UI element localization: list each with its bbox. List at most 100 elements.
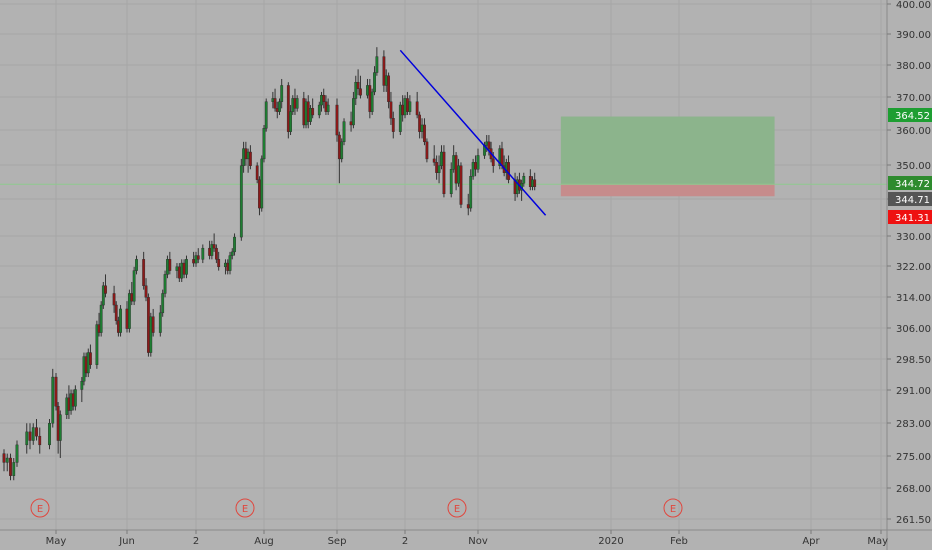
candle — [166, 255, 169, 279]
position-zones[interactable] — [0, 116, 887, 197]
candle-body — [507, 162, 510, 180]
candle-body — [95, 324, 99, 365]
candle — [258, 176, 261, 216]
candle-body — [403, 98, 407, 116]
candle — [127, 289, 131, 333]
candle-body — [175, 266, 179, 271]
candle-body — [132, 270, 136, 302]
candle — [125, 301, 129, 333]
candle — [15, 440, 19, 467]
chart-overlays[interactable] — [399, 49, 547, 216]
candle-body — [406, 98, 409, 112]
candle — [212, 233, 216, 252]
candle — [260, 155, 264, 212]
candle — [356, 69, 360, 96]
loss-zone[interactable] — [560, 184, 775, 197]
candle-body — [354, 81, 358, 99]
candle-body — [389, 101, 393, 119]
candle-body — [286, 85, 290, 132]
candle — [401, 95, 405, 122]
candle-body — [260, 158, 264, 209]
earnings-marker[interactable]: E — [235, 498, 255, 518]
price-label-bg — [888, 176, 932, 190]
earnings-marker[interactable]: E — [30, 498, 50, 518]
candle — [151, 308, 155, 337]
candle — [144, 278, 148, 302]
candle — [476, 148, 480, 173]
candle-body — [217, 259, 221, 268]
time-tick-label: May — [867, 536, 888, 547]
candle — [104, 274, 107, 298]
profit-zone[interactable] — [560, 116, 775, 185]
candle-body — [15, 444, 19, 463]
candle — [175, 263, 179, 279]
candle — [185, 255, 188, 279]
candle — [192, 251, 196, 267]
candle — [244, 141, 248, 166]
candle — [5, 453, 9, 472]
candle-body — [262, 128, 266, 160]
candle-body — [408, 101, 412, 112]
candle — [217, 251, 221, 271]
earnings-marker-circle — [663, 498, 683, 518]
candle-body — [112, 293, 116, 306]
price-tick-label: 330.00 — [896, 232, 931, 243]
candle-body — [212, 244, 216, 249]
candle — [432, 145, 436, 166]
price-tick-label: 390.00 — [896, 30, 931, 41]
price-label-text: 344.72 — [895, 179, 930, 190]
candle-body — [432, 158, 436, 163]
candle — [326, 98, 330, 115]
trendline[interactable] — [399, 49, 547, 216]
candle — [196, 248, 200, 264]
candle-body — [452, 155, 456, 170]
price-label-text: 344.71 — [895, 195, 930, 206]
time-axis[interactable]: May Jun 2 Aug Sep 2 Nov 2020 Feb Apr May — [46, 530, 888, 547]
time-tick-label: Aug — [254, 536, 274, 547]
candle-body — [342, 121, 346, 143]
candle — [194, 251, 198, 267]
candle-body — [31, 427, 35, 441]
candle — [248, 145, 252, 170]
earnings-marker-label: E — [242, 504, 248, 515]
candle-body — [130, 293, 134, 302]
candle-body — [295, 98, 299, 109]
candle-body — [144, 285, 148, 298]
candle-body — [54, 376, 58, 407]
candle — [340, 138, 344, 163]
candle-body — [194, 255, 198, 264]
candle — [226, 259, 230, 275]
candle — [132, 266, 136, 306]
candle-body — [168, 259, 172, 271]
candle-body — [289, 111, 292, 132]
candle-body — [398, 104, 402, 132]
candle — [278, 98, 281, 115]
earnings-marker[interactable]: E — [663, 498, 683, 518]
candle — [280, 78, 284, 109]
candle — [408, 95, 412, 115]
candle — [158, 305, 162, 337]
candle-body — [384, 75, 388, 86]
candle — [101, 281, 105, 309]
candle-body — [38, 435, 42, 446]
candle-body — [135, 259, 138, 271]
earnings-marker[interactable]: E — [447, 498, 467, 518]
candle-body — [230, 251, 234, 256]
price-tick-label: 298.50 — [896, 355, 931, 366]
candle — [58, 410, 62, 459]
candle-body — [48, 423, 51, 446]
candle-body — [119, 308, 122, 333]
candle — [382, 50, 386, 92]
candle-body — [35, 427, 38, 437]
candle — [391, 111, 395, 139]
candle — [459, 162, 463, 209]
candle — [25, 423, 29, 454]
candle — [373, 66, 376, 96]
time-tick-label: Sep — [328, 536, 347, 547]
candle-body — [104, 285, 107, 294]
candle — [12, 458, 16, 481]
candle — [73, 385, 77, 411]
